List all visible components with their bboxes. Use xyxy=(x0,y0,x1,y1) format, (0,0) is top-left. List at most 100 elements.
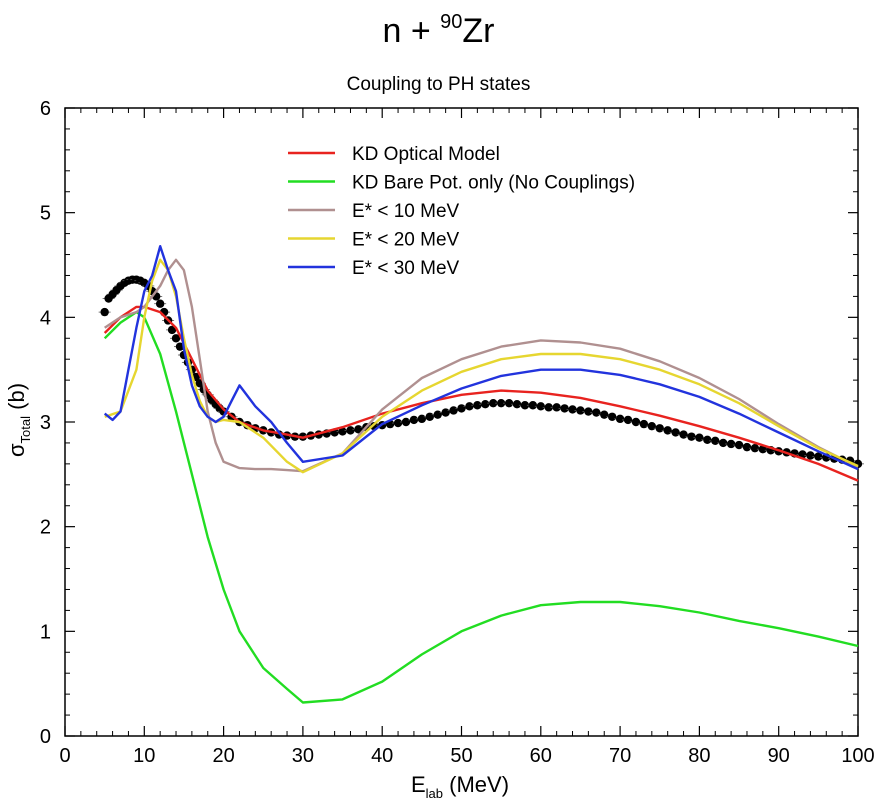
data-point xyxy=(615,414,625,424)
axes-layer: 0 10 20 30 40 50 60 70 80 90 100 0 1 2 3 4 5 6 xyxy=(40,98,875,767)
data-point xyxy=(536,402,545,411)
data-point xyxy=(473,401,482,410)
data-point xyxy=(695,433,704,442)
data-point xyxy=(401,417,411,427)
series-line-4 xyxy=(103,244,859,471)
chart-title-element: Zr xyxy=(462,12,495,50)
data-point xyxy=(750,443,760,453)
data-point xyxy=(600,410,609,419)
data-point xyxy=(592,408,601,417)
data-point xyxy=(631,417,641,427)
data-point xyxy=(623,415,633,425)
series-layer xyxy=(98,244,864,704)
data-point xyxy=(425,412,434,421)
data-point xyxy=(465,402,474,411)
data-point xyxy=(718,438,728,448)
y-axis-label-unit: (b) xyxy=(4,383,29,416)
data-point xyxy=(441,408,450,417)
data-point xyxy=(552,403,561,412)
legend-label-2: E* < 10 MeV xyxy=(352,201,460,222)
data-point xyxy=(607,412,617,421)
data-point xyxy=(338,427,347,436)
data-point xyxy=(806,451,815,460)
legend: KD Optical Model KD Bare Pot. only (No Co… xyxy=(288,144,635,279)
x-tick-label: 100 xyxy=(841,745,874,767)
data-point xyxy=(489,398,498,408)
data-point xyxy=(734,440,744,450)
data-point xyxy=(703,435,712,444)
data-point xyxy=(560,404,569,413)
y-tick-label: 6 xyxy=(40,98,51,120)
chart-title-text: n + xyxy=(382,12,441,50)
chart-title-mass-number: 90 xyxy=(440,10,463,33)
data-point xyxy=(544,403,553,412)
y-tick-label: 4 xyxy=(40,307,51,329)
data-point xyxy=(409,415,419,425)
y-tick-label: 3 xyxy=(40,412,51,434)
x-tick-label: 10 xyxy=(133,745,155,767)
data-point xyxy=(449,406,458,415)
x-tick-label: 30 xyxy=(292,745,314,767)
x-tick-label: 90 xyxy=(768,745,790,767)
legend-label-1: KD Bare Pot. only (No Couplings) xyxy=(352,173,635,194)
x-tick-label: 50 xyxy=(450,745,472,767)
data-point xyxy=(520,401,530,410)
data-point xyxy=(167,325,177,335)
data-point xyxy=(639,419,649,429)
data-point xyxy=(504,398,514,408)
data-point xyxy=(679,430,688,439)
data-point xyxy=(647,421,657,431)
series-line-1 xyxy=(103,310,859,704)
data-point xyxy=(417,414,427,424)
x-tick-label: 80 xyxy=(688,745,710,767)
x-tick-label: 40 xyxy=(371,745,393,767)
data-point xyxy=(346,426,355,435)
data-point xyxy=(726,439,736,449)
data-point xyxy=(711,436,720,446)
x-tick-label: 20 xyxy=(212,745,234,767)
series-line-0 xyxy=(103,305,859,482)
x-axis-label-unit: (MeV) xyxy=(443,772,509,797)
data-point xyxy=(481,400,490,409)
data-point xyxy=(496,398,506,408)
data-point xyxy=(512,400,522,409)
data-point xyxy=(576,406,585,415)
x-tick-label: 0 xyxy=(59,745,70,767)
y-axis-label: σTotal (b) xyxy=(4,383,33,457)
data-point xyxy=(663,426,672,435)
y-axis-label-sub: Total xyxy=(18,416,33,444)
data-point xyxy=(171,334,181,343)
series-line-3 xyxy=(104,258,859,474)
data-point xyxy=(568,405,577,414)
data-point xyxy=(175,342,185,351)
data-point xyxy=(742,442,752,452)
plot-frame xyxy=(64,107,859,737)
x-tick-label: 60 xyxy=(530,745,552,767)
data-point xyxy=(814,452,823,461)
data-point xyxy=(528,401,538,410)
x-axis-label-sub: lab xyxy=(426,786,443,799)
series-line-2 xyxy=(104,258,859,473)
y-axis-label-main: σ xyxy=(4,443,29,457)
legend-label-3: E* < 20 MeV xyxy=(352,230,460,251)
data-point xyxy=(457,404,466,413)
y-tick-label: 0 xyxy=(40,726,51,748)
data-point xyxy=(100,307,109,317)
y-tick-label: 2 xyxy=(40,517,51,539)
y-tick-label: 5 xyxy=(40,203,51,225)
data-point xyxy=(584,407,593,416)
experimental-data-points xyxy=(98,275,864,469)
legend-label-0: KD Optical Model xyxy=(352,144,500,165)
x-axis-label-main: E xyxy=(411,772,426,797)
x-axis-label: Elab (MeV) xyxy=(411,772,509,799)
data-point xyxy=(393,418,403,428)
chart-subtitle: Coupling to PH states xyxy=(346,74,531,95)
chart-title: n + 90Zr xyxy=(0,10,877,51)
data-point xyxy=(155,299,165,308)
data-point xyxy=(687,432,696,441)
data-point xyxy=(671,428,680,437)
y-tick-label: 1 xyxy=(40,621,51,643)
legend-label-4: E* < 30 MeV xyxy=(352,258,460,279)
data-point xyxy=(433,410,442,419)
